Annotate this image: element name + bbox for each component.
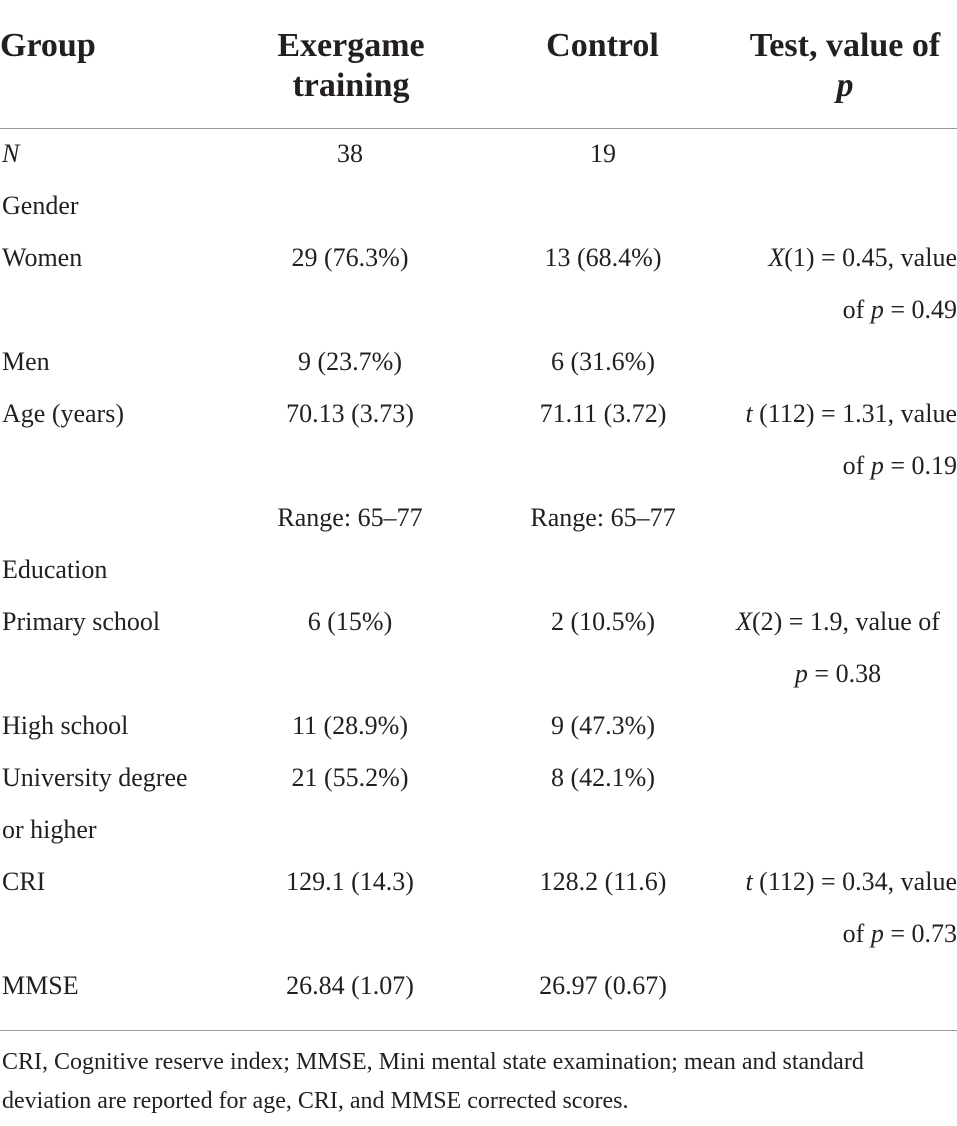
control-value: Range: 65–77 xyxy=(530,503,676,532)
test-p-value: = 0.19 xyxy=(883,451,957,480)
test-of: of xyxy=(842,919,871,948)
control-value: 71.11 (3.72) xyxy=(539,399,667,428)
test-p: p xyxy=(794,659,808,688)
control-value: 128.2 (11.6) xyxy=(539,867,667,896)
exergame-value: 38 xyxy=(337,139,363,168)
test-p: p xyxy=(870,919,884,948)
row-label-line2: or higher xyxy=(2,815,97,844)
row-label: Age (years) xyxy=(2,399,124,428)
test-p-line: p = 0.38 xyxy=(722,648,954,700)
control-value: 8 (42.1%) xyxy=(551,763,655,792)
header-test-line1: Test, value of xyxy=(749,27,941,64)
control-value: 19 xyxy=(590,139,616,168)
row-label: MMSE xyxy=(2,971,79,1000)
header-exergame-line1: Exergame xyxy=(277,27,425,64)
test-p-line: of p = 0.49 xyxy=(720,284,957,336)
test-p-line: of p = 0.19 xyxy=(720,440,957,492)
test-symbol: X xyxy=(768,243,785,272)
exergame-value: 9 (23.7%) xyxy=(298,347,402,376)
test-symbol: X xyxy=(736,607,752,636)
test-symbol: t xyxy=(745,399,753,428)
row-label: CRI xyxy=(2,867,46,896)
control-value: 26.97 (0.67) xyxy=(539,971,667,1000)
test-stat: (1) = 0.45, value xyxy=(784,243,957,272)
exergame-value: 11 (28.9%) xyxy=(291,711,408,740)
header-group: Group xyxy=(0,27,96,64)
test-p-line: of p = 0.73 xyxy=(720,908,957,960)
table-header: Group Exergame training Control Test, va… xyxy=(0,0,957,129)
table-footnote: CRI, Cognitive reserve index; MMSE, Mini… xyxy=(2,1049,864,1114)
test-p-value: = 0.73 xyxy=(883,919,957,948)
demographics-table: Group Exergame training Control Test, va… xyxy=(0,0,957,1000)
control-value: 13 (68.4%) xyxy=(544,243,662,272)
exergame-value: 26.84 (1.07) xyxy=(286,971,414,1000)
row-label: Primary school xyxy=(2,607,161,636)
test-p: p xyxy=(870,295,884,324)
row-label: Men xyxy=(2,347,50,376)
test-p-value: = 0.38 xyxy=(807,659,882,688)
table-bottom-rule xyxy=(0,1030,957,1031)
exergame-value: 6 (15%) xyxy=(307,607,393,636)
row-label: N xyxy=(2,139,20,168)
exergame-value: 21 (55.2%) xyxy=(291,763,409,792)
test-p: p xyxy=(870,451,884,480)
test-value: X(1) = 0.45, value of p = 0.49 xyxy=(720,232,957,336)
header-test: Test, value of p xyxy=(738,26,952,106)
test-symbol: t xyxy=(745,867,753,896)
header-exergame-line2: training xyxy=(292,67,410,104)
control-value: 6 (31.6%) xyxy=(551,347,655,376)
exergame-value: 70.13 (3.73) xyxy=(286,399,414,428)
row-label: Women xyxy=(2,243,83,272)
exergame-value: 29 (76.3%) xyxy=(291,243,409,272)
header-control: Control xyxy=(546,27,659,64)
test-value: t (112) = 0.34, value of p = 0.73 xyxy=(720,856,957,960)
control-value: 2 (10.5%) xyxy=(551,607,655,636)
row-label: Education xyxy=(2,555,108,584)
test-value: X(2) = 1.9, value of p = 0.38 xyxy=(722,596,954,700)
test-stat: (112) = 0.34, value xyxy=(752,867,957,896)
test-of: of xyxy=(842,451,871,480)
test-value: t (112) = 1.31, value of p = 0.19 xyxy=(720,388,957,492)
exergame-value: Range: 65–77 xyxy=(277,503,423,532)
test-of: of xyxy=(842,295,871,324)
row-label-line1: University degree xyxy=(2,763,188,792)
exergame-value: 129.1 (14.3) xyxy=(286,867,414,896)
control-value: 9 (47.3%) xyxy=(551,711,655,740)
header-test-line2: p xyxy=(836,67,854,104)
test-stat: (112) = 1.31, value xyxy=(752,399,957,428)
row-label: University degree or higher xyxy=(2,752,188,856)
row-label: High school xyxy=(2,711,129,740)
test-p-value: = 0.49 xyxy=(883,295,957,324)
row-label: Gender xyxy=(2,191,79,220)
header-exergame: Exergame training xyxy=(270,26,432,106)
test-stat: (2) = 1.9, value of xyxy=(751,607,940,636)
